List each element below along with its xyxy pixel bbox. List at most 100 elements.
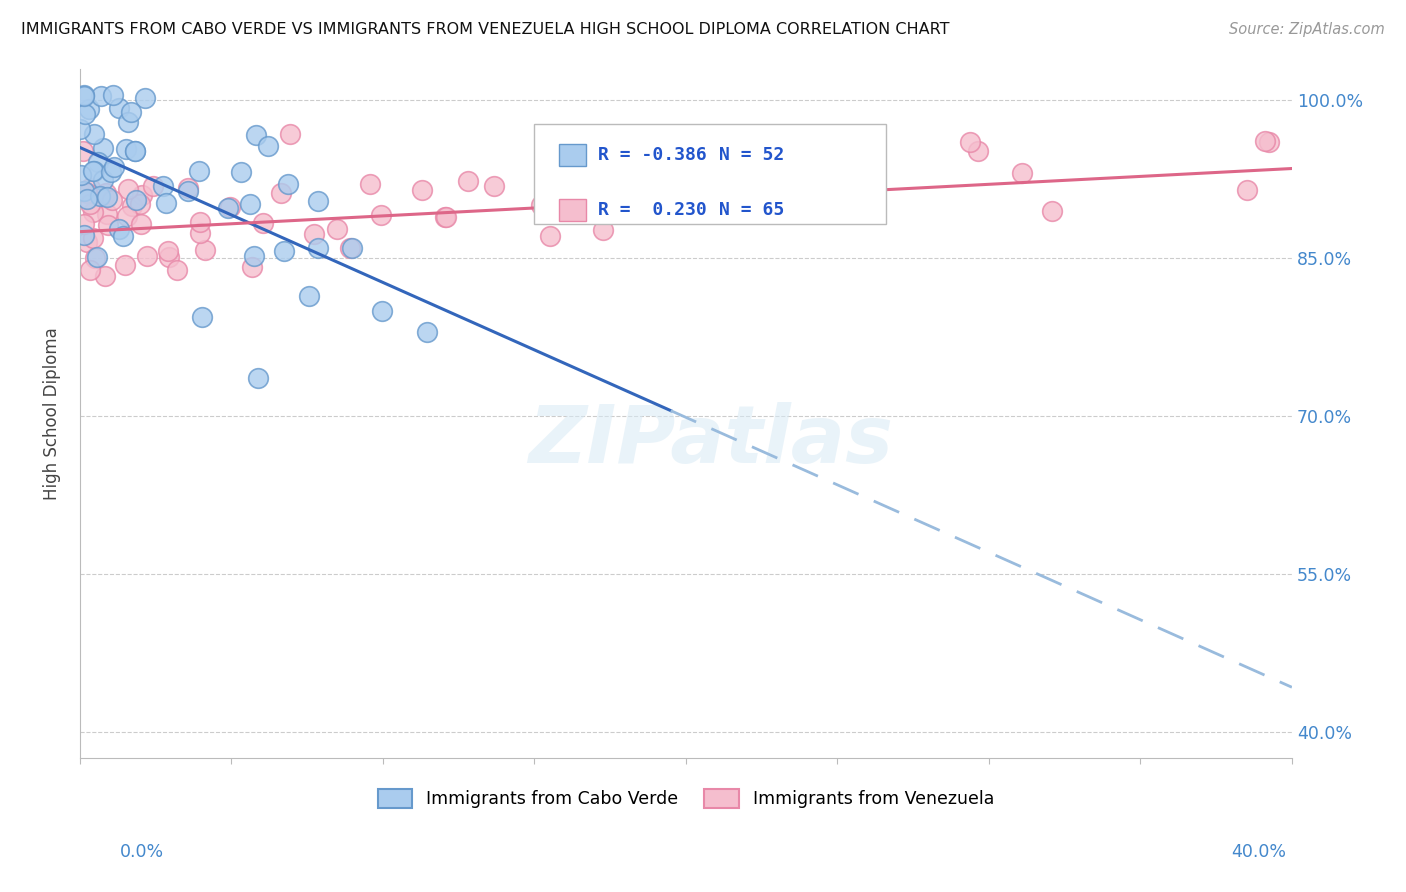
Point [108,222,131,236]
Point [90,88,112,103]
Text: ZIPatlas: ZIPatlas [527,401,893,480]
Point [530,198,553,212]
Point [73,88,96,103]
Point [1011,166,1033,180]
Text: R = -0.386: R = -0.386 [598,145,707,164]
Point [191,310,214,324]
Point [69,122,91,136]
Point [93,268,115,283]
Text: Source: ZipAtlas.com: Source: ZipAtlas.com [1229,22,1385,37]
Point [177,184,200,198]
Point [111,228,134,243]
Point [129,197,152,211]
Point [790,164,813,178]
Point [117,209,139,223]
Point [91,141,114,155]
Point [371,304,394,318]
Point [100,165,122,179]
Text: 40.0%: 40.0% [1232,843,1286,861]
Point [83,164,105,178]
Point [93,173,115,187]
Point [73,87,96,102]
Point [72,227,94,242]
Point [79,181,101,195]
Point [157,250,180,264]
Point [124,145,146,159]
Point [124,144,146,158]
Point [238,197,260,211]
Point [72,145,94,159]
Point [82,230,104,244]
Point [86,155,108,169]
Point [121,199,143,213]
Point [73,107,96,121]
Text: N = 52: N = 52 [718,145,785,164]
Point [613,141,636,155]
Point [219,200,242,214]
Legend: Immigrants from Cabo Verde, Immigrants from Venezuela: Immigrants from Cabo Verde, Immigrants f… [371,781,1001,814]
Point [1257,135,1279,149]
Point [778,180,800,194]
Point [134,91,156,105]
Text: 0.0%: 0.0% [120,843,163,861]
Point [89,188,111,202]
Point [76,192,98,206]
Point [129,217,152,231]
Point [252,216,274,230]
Point [114,258,136,272]
Point [247,371,270,385]
Point [370,208,392,222]
Point [97,218,120,232]
Point [484,178,506,193]
Point [96,189,118,203]
FancyBboxPatch shape [558,144,586,166]
Point [796,153,818,168]
Point [1236,183,1258,197]
Point [257,138,280,153]
Point [166,263,188,277]
Point [298,289,321,303]
Point [725,170,748,185]
Point [76,235,98,249]
Point [101,87,124,102]
Point [277,177,299,191]
Point [117,182,139,196]
Point [136,249,159,263]
Point [245,128,267,143]
Point [103,160,125,174]
Point [434,210,457,224]
Point [124,193,146,207]
Point [538,229,561,244]
Point [193,243,215,257]
Point [86,250,108,264]
Text: R =  0.230: R = 0.230 [598,201,707,219]
Point [93,190,115,204]
Point [339,241,361,255]
Point [70,168,93,182]
Point [457,173,479,187]
Point [142,179,165,194]
Point [69,184,91,198]
Point [115,142,138,156]
FancyBboxPatch shape [534,124,886,224]
Point [675,191,697,205]
Point [240,260,263,274]
Point [592,223,614,237]
Point [155,196,177,211]
Point [79,262,101,277]
Point [302,227,325,241]
Point [94,186,117,200]
Point [108,102,131,116]
Point [273,244,295,258]
Point [152,179,174,194]
Point [101,194,124,208]
Point [959,135,981,149]
Point [307,241,329,255]
Point [83,127,105,141]
Point [411,184,433,198]
Point [157,244,180,258]
Point [270,186,292,201]
Point [1253,134,1275,148]
Point [326,222,349,236]
Text: N = 65: N = 65 [718,201,785,219]
